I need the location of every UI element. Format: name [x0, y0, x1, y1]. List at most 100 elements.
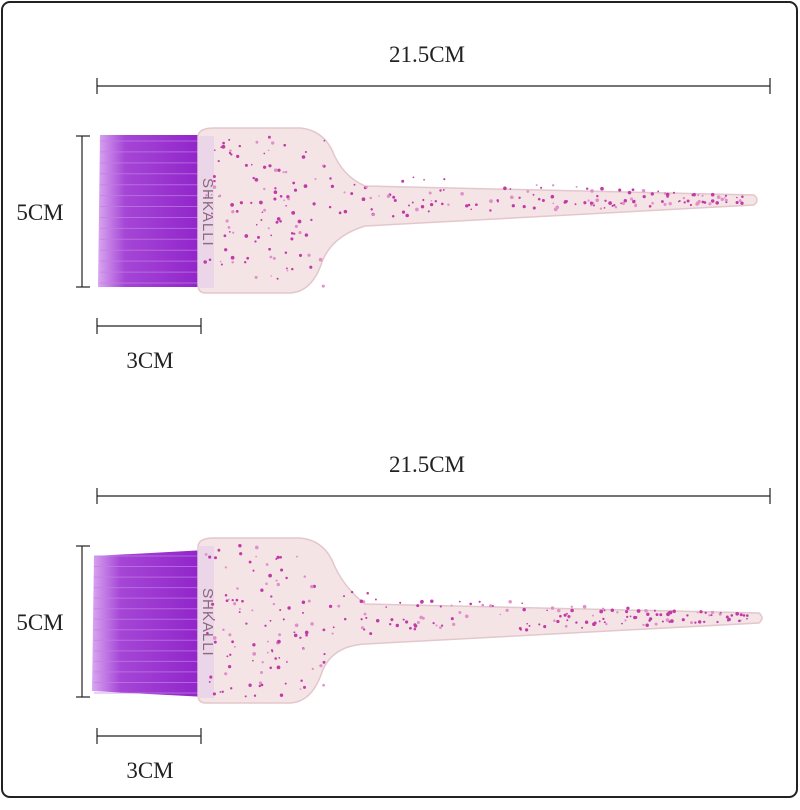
glitter — [321, 164, 324, 167]
glitter — [277, 168, 281, 172]
glitter — [235, 598, 239, 602]
glitter — [730, 614, 734, 617]
glitter — [740, 201, 744, 205]
glitter — [567, 615, 571, 618]
glitter — [337, 604, 341, 608]
glitter — [518, 196, 521, 199]
glitter — [228, 633, 232, 637]
glitter — [430, 199, 433, 202]
glitter — [273, 197, 277, 201]
glitter — [704, 611, 707, 614]
bristles — [98, 135, 206, 287]
height-label: 5CM — [16, 610, 63, 635]
glitter — [540, 186, 543, 189]
glitter — [402, 618, 405, 621]
glitter — [277, 639, 281, 644]
glitter — [665, 618, 670, 622]
glitter — [559, 614, 562, 618]
glitter — [362, 600, 366, 603]
glitter — [570, 608, 574, 613]
glitter — [623, 199, 627, 203]
glitter — [412, 176, 415, 179]
glitter — [304, 233, 309, 237]
glitter — [421, 616, 425, 620]
glitter — [491, 605, 494, 607]
glitter — [213, 149, 216, 152]
glitter — [593, 621, 597, 625]
glitter — [511, 204, 515, 208]
glitter — [464, 614, 469, 619]
glitter — [203, 260, 207, 264]
glitter — [395, 623, 399, 628]
glitter — [648, 619, 651, 622]
glitter — [350, 590, 354, 594]
glitter — [719, 611, 722, 614]
glitter — [311, 667, 314, 671]
glitter — [343, 209, 348, 214]
glitter — [626, 606, 630, 610]
glitter — [522, 607, 526, 612]
glitter — [233, 602, 237, 606]
glitter — [298, 231, 302, 235]
glitter — [213, 179, 216, 183]
glitter — [263, 187, 266, 191]
glitter — [286, 269, 289, 272]
glitter — [710, 199, 715, 203]
glitter — [260, 588, 264, 592]
glitter — [304, 630, 309, 635]
glitter — [465, 204, 469, 208]
glitter — [458, 611, 462, 614]
glitter — [710, 192, 715, 197]
glitter — [238, 544, 242, 548]
glitter — [689, 203, 693, 207]
glitter — [439, 605, 442, 608]
glitter — [586, 187, 589, 190]
glitter — [519, 628, 523, 631]
glitter — [272, 256, 276, 260]
glitter — [587, 199, 590, 202]
glitter — [263, 152, 266, 155]
glitter — [442, 188, 445, 191]
glitter — [208, 258, 212, 261]
glitter — [274, 187, 277, 190]
glitter — [293, 633, 298, 638]
glitter — [285, 576, 288, 580]
glitter — [526, 622, 529, 625]
glitter — [657, 190, 660, 193]
glitter — [570, 605, 573, 608]
glitter — [505, 608, 509, 613]
glitter — [283, 143, 287, 147]
glitter — [543, 625, 547, 629]
brush-panel: 21.5CM 5CM 3CM SHKALLI — [16, 42, 771, 373]
glitter — [239, 552, 243, 556]
glitter — [267, 149, 270, 152]
glitter — [413, 627, 417, 631]
glitter — [620, 202, 623, 205]
glitter — [293, 188, 298, 192]
glitter — [275, 220, 279, 224]
brush-handle — [197, 537, 763, 704]
glitter — [270, 234, 273, 237]
glitter — [716, 195, 721, 199]
glitter — [604, 199, 607, 202]
glitter — [708, 202, 712, 206]
glitter — [309, 265, 313, 269]
glitter — [694, 621, 697, 624]
glitter — [238, 144, 242, 148]
glitter — [214, 556, 217, 560]
glitter — [211, 602, 215, 606]
glitter — [343, 595, 345, 598]
glitter — [738, 619, 741, 623]
glitter — [330, 184, 335, 189]
glitter — [416, 621, 420, 624]
glitter — [435, 624, 438, 627]
glitter — [532, 193, 535, 196]
glitter — [432, 622, 435, 625]
glitter — [645, 623, 649, 627]
glitter — [321, 284, 325, 288]
glitter — [266, 651, 269, 654]
glitter — [614, 206, 618, 209]
glitter — [725, 201, 728, 204]
glitter — [353, 183, 356, 186]
glitter — [282, 618, 285, 621]
